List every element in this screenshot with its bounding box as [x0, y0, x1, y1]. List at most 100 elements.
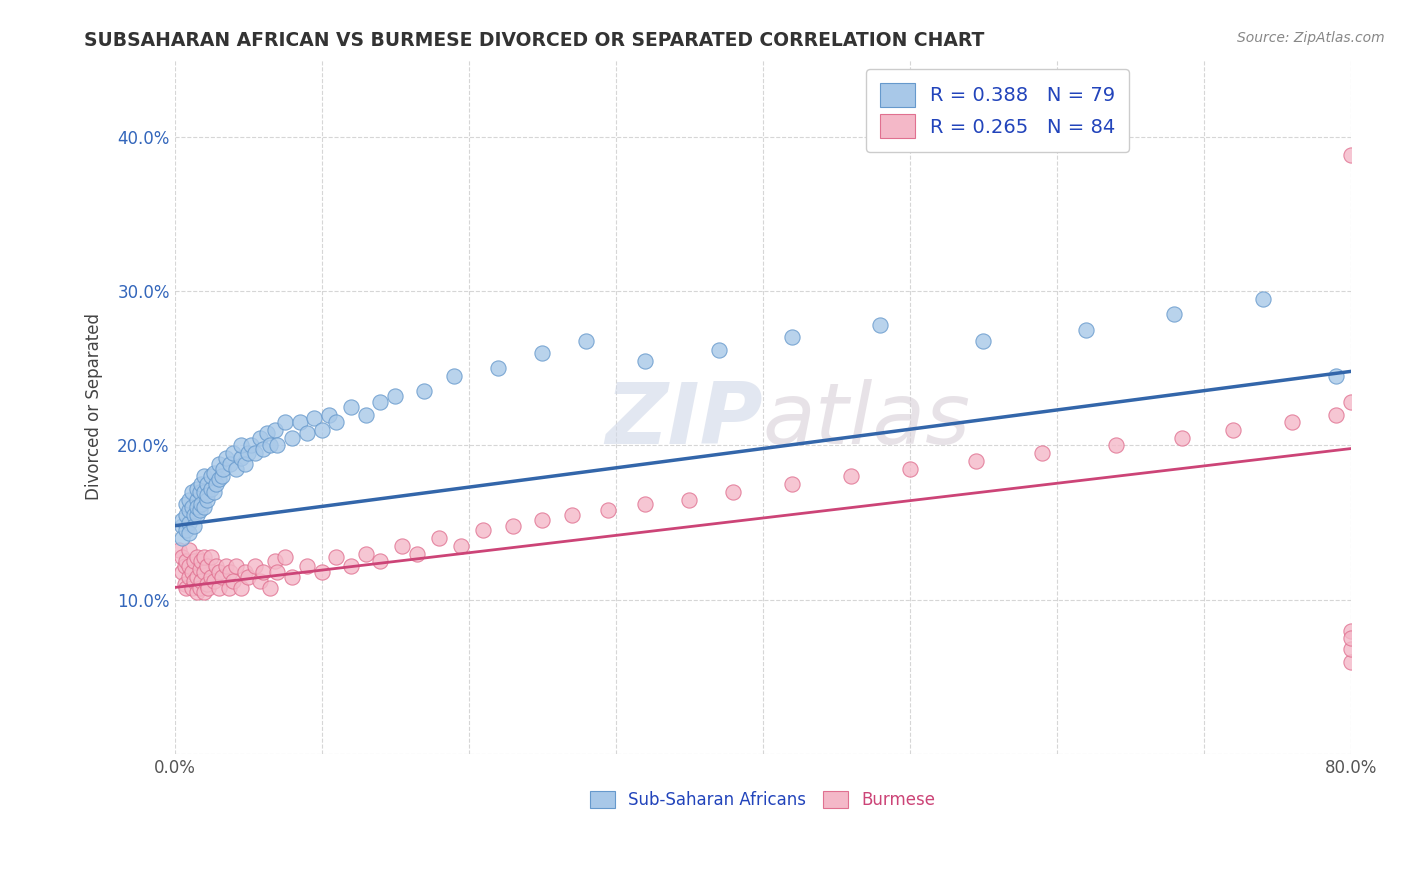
Point: [222, 446, 245, 460]
Point: [531, 512, 554, 526]
Point: [245, 558, 267, 573]
Point: [195, 477, 218, 491]
Point: [263, 554, 285, 568]
Point: [195, 492, 218, 507]
Point: [190, 477, 212, 491]
Point: [252, 442, 274, 456]
Point: [188, 581, 211, 595]
Point: [1324, 408, 1347, 422]
Point: [427, 531, 450, 545]
Point: [179, 503, 201, 517]
Point: [1251, 292, 1274, 306]
Point: [634, 353, 657, 368]
Point: [318, 408, 340, 422]
Point: [193, 469, 215, 483]
Point: [413, 384, 436, 399]
Point: [1163, 307, 1185, 321]
Point: [173, 577, 195, 591]
Point: [170, 549, 193, 564]
Point: [176, 554, 198, 568]
Point: [225, 558, 247, 573]
Point: [406, 547, 429, 561]
Point: [598, 503, 620, 517]
Point: [183, 518, 205, 533]
Point: [183, 574, 205, 589]
Point: [219, 457, 242, 471]
Point: [678, 492, 700, 507]
Legend: Sub-Saharan Africans, Burmese: Sub-Saharan Africans, Burmese: [583, 784, 942, 815]
Point: [211, 469, 233, 483]
Point: [1324, 369, 1347, 384]
Point: [325, 549, 347, 564]
Point: [302, 410, 325, 425]
Point: [340, 558, 363, 573]
Point: [295, 426, 318, 441]
Point: [173, 558, 195, 573]
Point: [229, 450, 252, 465]
Point: [190, 574, 212, 589]
Point: [186, 508, 208, 522]
Text: atlas: atlas: [762, 379, 970, 462]
Point: [370, 554, 392, 568]
Point: [179, 526, 201, 541]
Point: [204, 477, 226, 491]
Point: [225, 461, 247, 475]
Point: [176, 524, 198, 538]
Text: SUBSAHARAN AFRICAN VS BURMESE DIVORCED OR SEPARATED CORRELATION CHART: SUBSAHARAN AFRICAN VS BURMESE DIVORCED O…: [84, 31, 984, 50]
Point: [186, 570, 208, 584]
Point: [245, 446, 267, 460]
Point: [236, 570, 259, 584]
Point: [1340, 642, 1362, 657]
Point: [183, 508, 205, 522]
Point: [259, 581, 281, 595]
Point: [354, 408, 377, 422]
Point: [869, 318, 891, 332]
Point: [193, 565, 215, 579]
Point: [195, 577, 218, 591]
Point: [229, 438, 252, 452]
Point: [281, 431, 304, 445]
Point: [898, 461, 921, 475]
Point: [179, 516, 201, 530]
Point: [256, 426, 278, 441]
Point: [170, 531, 193, 545]
Point: [1281, 415, 1303, 429]
Point: [233, 565, 256, 579]
Point: [218, 581, 240, 595]
Point: [208, 473, 231, 487]
Point: [176, 497, 198, 511]
Point: [202, 574, 225, 589]
Point: [560, 508, 582, 522]
Point: [502, 518, 524, 533]
Point: [181, 484, 204, 499]
Point: [202, 484, 225, 499]
Point: [780, 477, 803, 491]
Point: [208, 565, 231, 579]
Point: [486, 361, 509, 376]
Point: [634, 497, 657, 511]
Point: [197, 581, 219, 595]
Text: ZIP: ZIP: [605, 379, 762, 462]
Point: [1340, 148, 1362, 162]
Point: [391, 539, 413, 553]
Point: [179, 492, 201, 507]
Point: [179, 543, 201, 558]
Point: [181, 581, 204, 595]
Point: [190, 554, 212, 568]
Point: [212, 461, 235, 475]
Point: [531, 346, 554, 360]
Point: [252, 565, 274, 579]
Point: [370, 395, 392, 409]
Point: [170, 512, 193, 526]
Point: [723, 484, 745, 499]
Point: [186, 585, 208, 599]
Point: [288, 415, 311, 429]
Point: [1222, 423, 1244, 437]
Y-axis label: Divorced or Separated: Divorced or Separated: [86, 313, 103, 500]
Point: [274, 415, 297, 429]
Point: [1340, 655, 1362, 669]
Point: [443, 369, 465, 384]
Point: [202, 467, 225, 481]
Text: Source: ZipAtlas.com: Source: ZipAtlas.com: [1237, 31, 1385, 45]
Point: [200, 469, 222, 483]
